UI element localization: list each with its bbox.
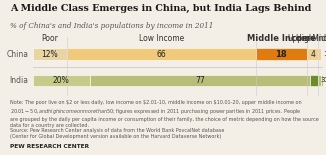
Bar — [307, 48, 319, 60]
Bar — [310, 75, 319, 86]
Bar — [319, 48, 321, 60]
Text: High Income: High Income — [296, 34, 326, 43]
Text: China: China — [6, 50, 28, 59]
Bar — [256, 48, 307, 60]
Bar — [67, 48, 256, 60]
Bar — [33, 48, 67, 60]
Text: 4: 4 — [310, 50, 315, 59]
Text: Low Income: Low Income — [139, 34, 184, 43]
Bar — [90, 75, 310, 86]
Text: Upper-Middle: Upper-Middle — [287, 34, 326, 43]
Bar — [321, 75, 323, 86]
Bar — [33, 75, 90, 86]
Text: 1: 1 — [324, 51, 326, 57]
Text: 20%: 20% — [53, 76, 69, 85]
Text: 18: 18 — [275, 50, 287, 59]
Text: Poor: Poor — [41, 34, 58, 43]
Text: A Middle Class Emerges in China, but India Lags Behind: A Middle Class Emerges in China, but Ind… — [10, 4, 311, 13]
Text: 3: 3 — [321, 77, 325, 83]
Bar — [319, 75, 321, 86]
Text: 66: 66 — [156, 50, 166, 59]
Text: Note: The poor live on $2 or less daily, low income on $2.01-10, middle income o: Note: The poor live on $2 or less daily,… — [10, 100, 319, 128]
Text: % of China's and India's populations by income in 2011: % of China's and India's populations by … — [10, 22, 213, 31]
Text: PEW RESEARCH CENTER: PEW RESEARCH CENTER — [10, 144, 89, 149]
Text: India: India — [9, 76, 28, 85]
Text: 12%: 12% — [41, 50, 58, 59]
Text: 77: 77 — [195, 76, 205, 85]
Text: Source: Pew Research Center analysis of data from the World Bank PovcalNet datab: Source: Pew Research Center analysis of … — [10, 128, 224, 139]
Text: Middle Income: Middle Income — [247, 34, 316, 43]
Text: 1: 1 — [324, 77, 326, 83]
